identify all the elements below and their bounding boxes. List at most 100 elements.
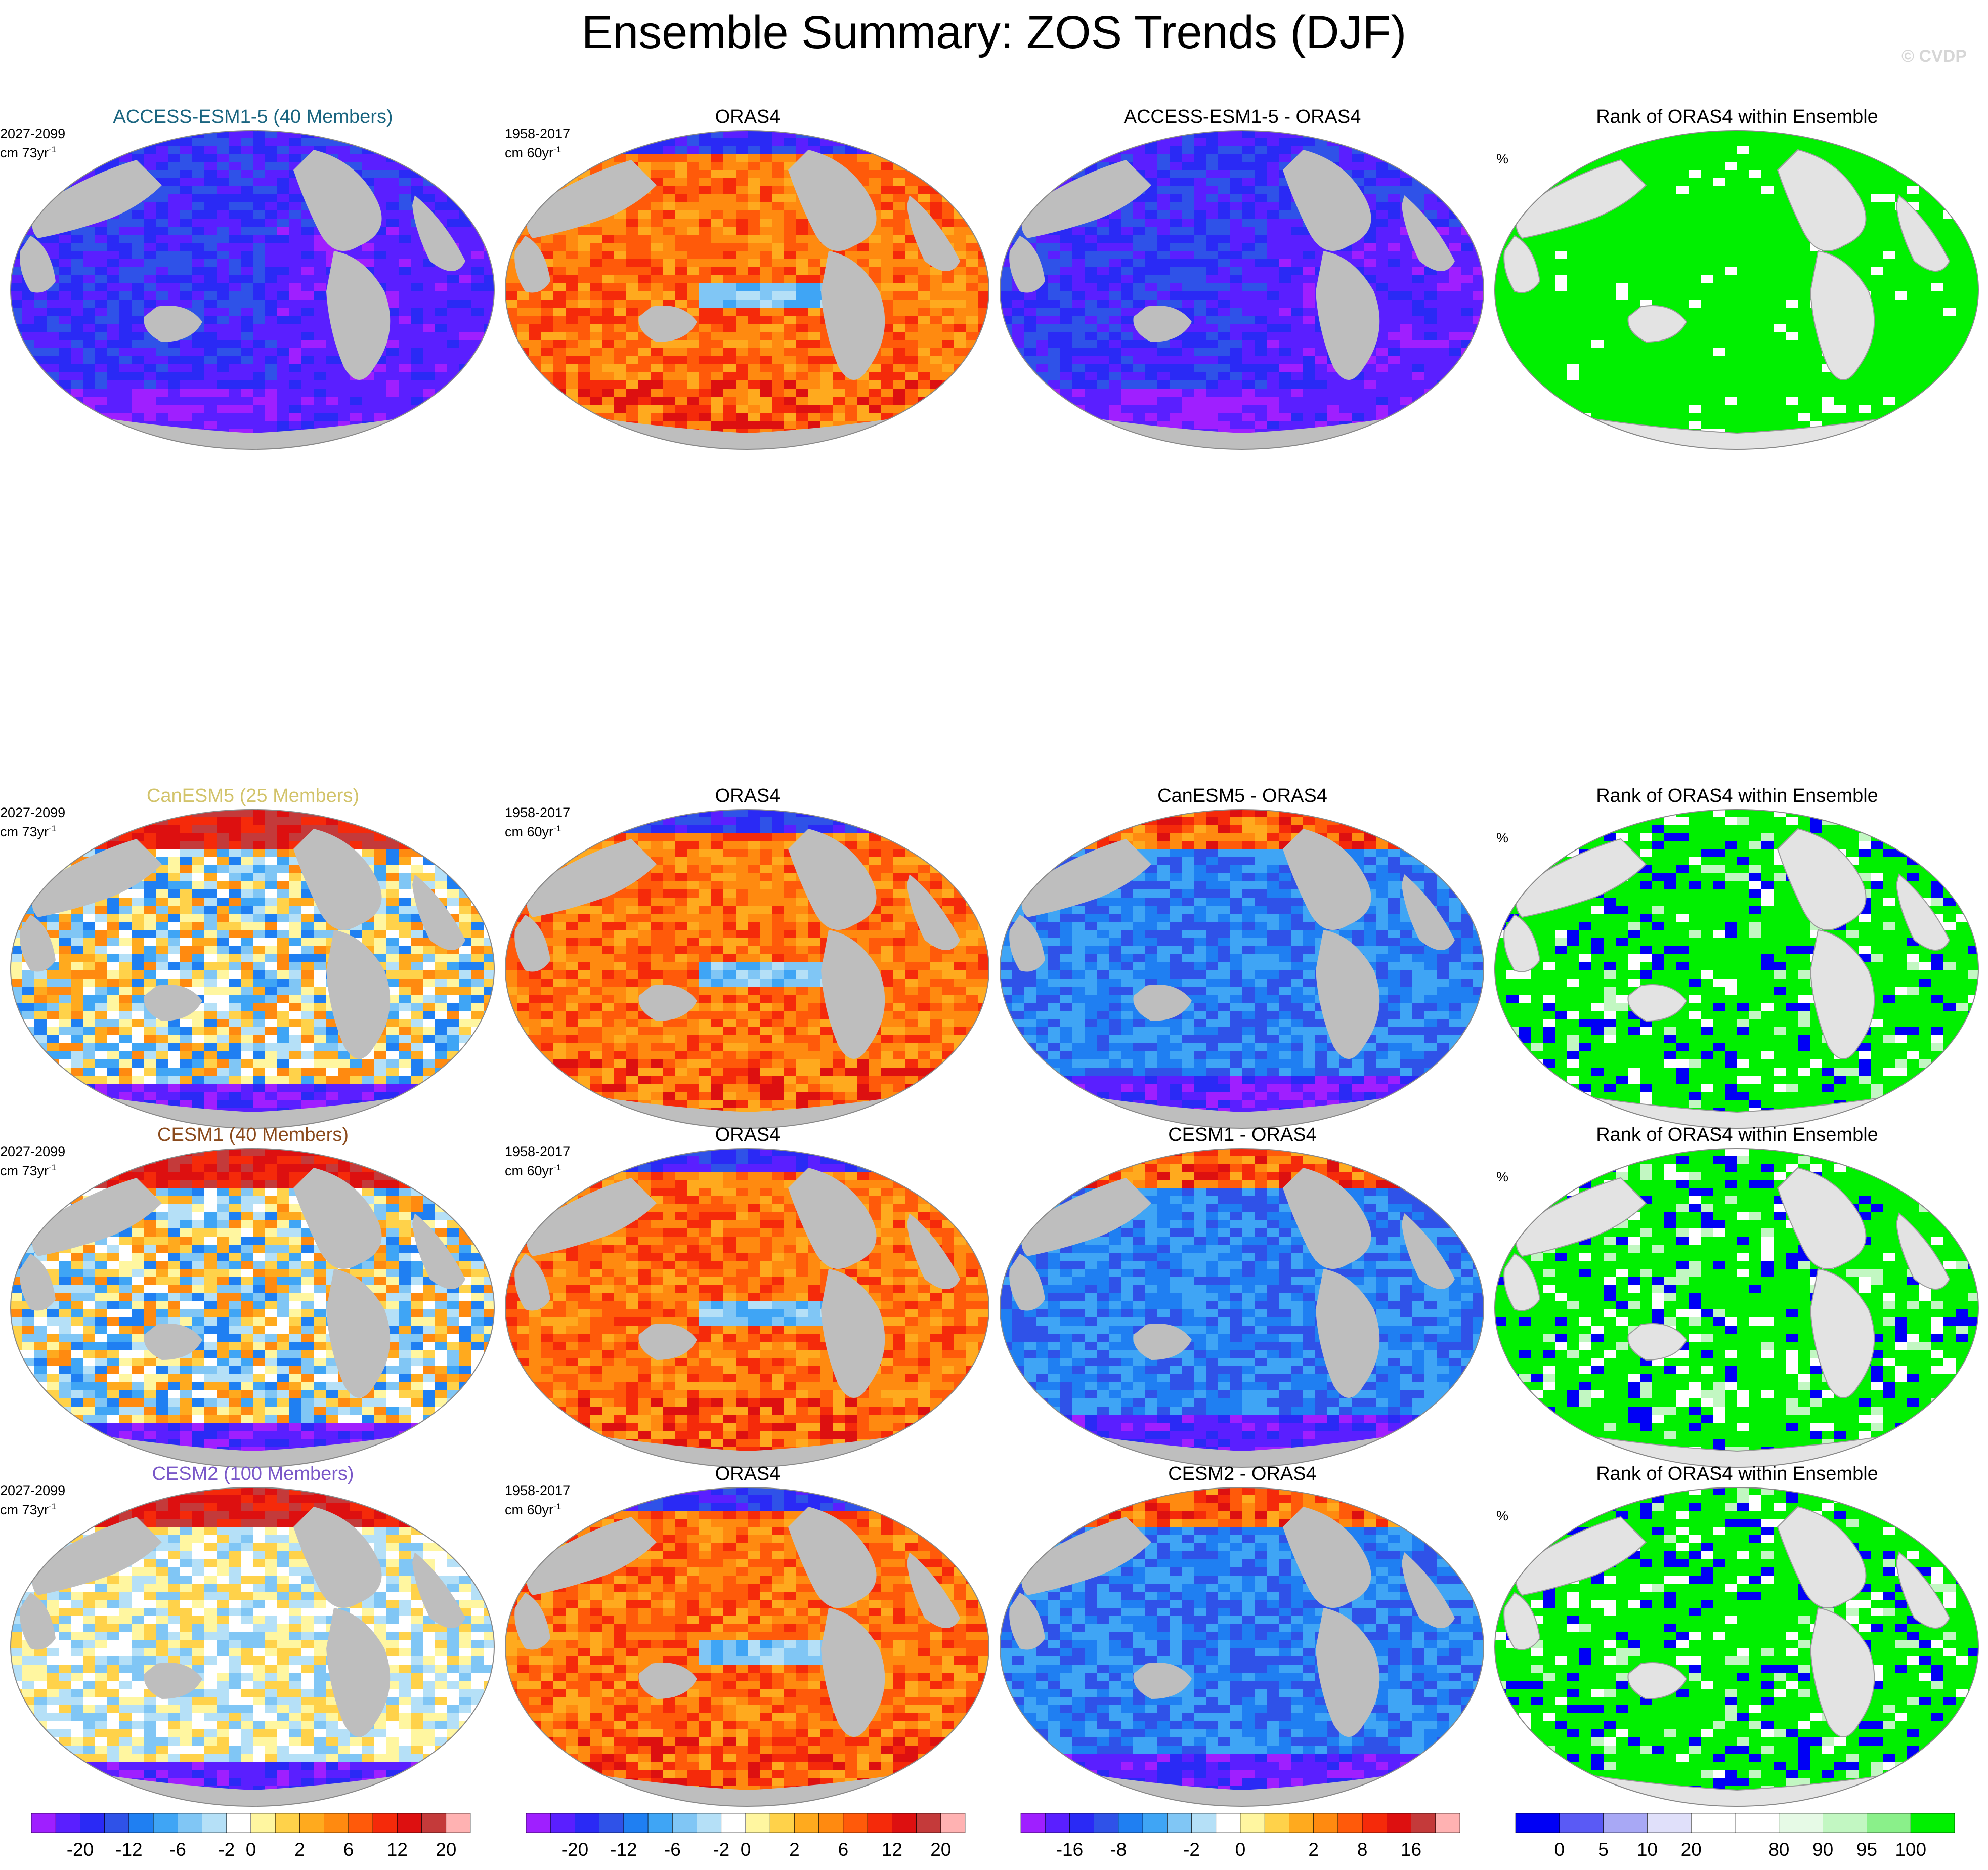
land-mass <box>821 251 885 380</box>
colorbar-tick-label: 2 <box>1308 1839 1319 1860</box>
colorbar-swatch <box>1020 1813 1046 1833</box>
colorbar-swatch <box>1867 1813 1911 1833</box>
units-exponent: -1 <box>49 145 56 154</box>
land-mass <box>1809 1607 1875 1737</box>
land-mass <box>1503 235 1541 293</box>
row0-model-title: ACCESS-ESM1-5 (40 Members) <box>10 107 496 126</box>
land-mass <box>788 150 877 251</box>
colorbar-swatch <box>818 1813 844 1833</box>
colorbar-swatch <box>721 1813 746 1833</box>
land-mass <box>20 236 56 293</box>
row0-rank-title: Rank of ORAS4 within Ensemble <box>1494 107 1980 126</box>
colorbar-swatch <box>672 1813 697 1833</box>
colorbar-0: -20 -12 -6 -2 0 2 6 12 20 <box>31 1813 471 1860</box>
units-exponent: -1 <box>553 145 561 154</box>
land-mass <box>1627 1323 1688 1361</box>
land-mass <box>1316 251 1380 380</box>
units-label: cm 73yr-1 <box>0 1160 65 1179</box>
colorbar-swatch <box>745 1813 770 1833</box>
colorbar-tick-label: -16 <box>1056 1839 1083 1860</box>
land-mass <box>1516 159 1647 239</box>
row0-rank-map <box>1494 130 1979 450</box>
colorbar-swatch <box>299 1813 324 1833</box>
units-text: cm 60yr <box>505 1502 553 1517</box>
colorbar-tick-label: -2 <box>1183 1839 1200 1860</box>
row1-obs-units: 1958-2017 cm 60yr-1 <box>505 804 570 840</box>
colorbar-swatch <box>178 1813 202 1833</box>
land-mass <box>514 236 550 293</box>
land-mass <box>1133 306 1192 342</box>
colorbar-swatch <box>599 1813 624 1833</box>
colorbar-swatch <box>1313 1813 1338 1833</box>
colorbar-tick-label: 12 <box>387 1839 408 1860</box>
colorbar-tick-label: -2 <box>218 1839 235 1860</box>
land-mass <box>326 930 391 1059</box>
period-label: 2027-2099 <box>0 125 65 142</box>
land-mass <box>638 985 697 1021</box>
row3-model-units: 2027-2099 cm 73yr-1 <box>0 1482 65 1518</box>
row3-rank-map <box>1494 1487 1979 1807</box>
land-mass <box>1627 305 1688 343</box>
colorbar-tick-label: 0 <box>1554 1839 1565 1860</box>
land-mass <box>514 915 550 972</box>
colorbar-swatch <box>202 1813 227 1833</box>
land-mass <box>788 1168 877 1269</box>
colorbar-tick-label: 0 <box>741 1839 751 1860</box>
land-mass <box>527 839 657 917</box>
land-mass <box>1009 236 1045 293</box>
colorbar-swatch <box>226 1813 251 1833</box>
row2-rank-map <box>1494 1148 1979 1468</box>
colorbar-swatch <box>1910 1813 1955 1833</box>
land-mass <box>1283 829 1371 930</box>
units-text: cm 73yr <box>0 145 49 160</box>
colorbar-swatch <box>80 1813 105 1833</box>
units-exponent: -1 <box>553 1163 561 1172</box>
land-mass <box>907 874 960 950</box>
land-mass <box>293 1507 382 1608</box>
row0-obs-units: 1958-2017 cm 60yr-1 <box>505 125 570 161</box>
land-mass <box>638 1663 697 1699</box>
colorbar-tick-label: 8 <box>1357 1839 1368 1860</box>
period-label: 1958-2017 <box>505 125 570 142</box>
colorbar-swatch <box>1191 1813 1217 1833</box>
colorbar-swatch <box>1435 1813 1460 1833</box>
land-mass <box>20 1254 56 1311</box>
row3-obs-title: ORAS4 <box>505 1464 990 1483</box>
colorbar-swatch <box>892 1813 917 1833</box>
colorbar-swatch <box>275 1813 300 1833</box>
colorbar-swatch <box>1045 1813 1070 1833</box>
colorbar-swatch <box>1289 1813 1314 1833</box>
colorbar-swatch <box>1069 1813 1094 1833</box>
land-mass <box>638 1324 697 1360</box>
land-mass <box>1809 250 1875 380</box>
land-mass <box>1809 1268 1875 1398</box>
land-mass <box>1021 1178 1151 1256</box>
colorbar-swatch <box>526 1813 551 1833</box>
row1-rank-units: % <box>1496 830 1508 846</box>
land-mass <box>907 1213 960 1289</box>
units-exponent: -1 <box>49 1163 56 1172</box>
land-mass <box>1316 1269 1380 1398</box>
row2-obs-title: ORAS4 <box>505 1125 990 1144</box>
colorbar-tick-label: 6 <box>343 1839 354 1860</box>
land-mass <box>144 306 202 342</box>
row0-model-map <box>10 130 495 450</box>
land-mass <box>527 160 657 238</box>
row2-model-units: 2027-2099 cm 73yr-1 <box>0 1143 65 1179</box>
land-mass <box>1283 1507 1371 1608</box>
land-mass <box>1133 1663 1192 1699</box>
land-mass <box>1895 873 1951 951</box>
colorbar-swatch <box>1387 1813 1411 1833</box>
units-label: cm 73yr-1 <box>0 1499 65 1518</box>
colorbar-swatch <box>1411 1813 1436 1833</box>
colorbar-swatch <box>916 1813 941 1833</box>
colorbar-swatch <box>575 1813 599 1833</box>
row2-rank-title: Rank of ORAS4 within Ensemble <box>1494 1125 1980 1144</box>
colorbar-tick-label: 16 <box>1401 1839 1421 1860</box>
colorbar-swatch <box>623 1813 649 1833</box>
colorbar-tick-label: -6 <box>664 1839 681 1860</box>
land-mass <box>32 839 162 917</box>
land-mass <box>1503 914 1541 972</box>
units-label: cm 73yr-1 <box>0 821 65 840</box>
land-mass <box>1895 1212 1951 1290</box>
